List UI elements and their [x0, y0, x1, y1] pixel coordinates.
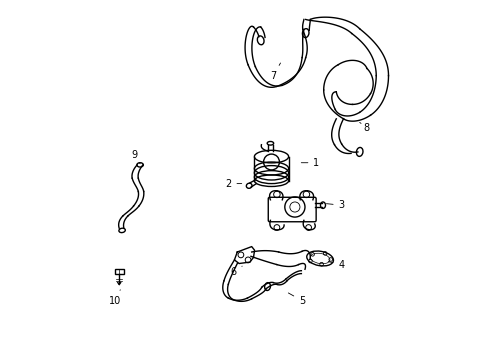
Text: 1: 1	[301, 158, 319, 168]
Text: 7: 7	[270, 63, 280, 81]
Text: 8: 8	[359, 122, 369, 133]
Text: 10: 10	[108, 290, 121, 306]
Text: 6: 6	[230, 266, 242, 277]
Text: 2: 2	[224, 179, 241, 189]
Text: 4: 4	[327, 260, 344, 270]
Text: 3: 3	[326, 200, 344, 210]
Text: 5: 5	[288, 293, 305, 306]
Text: 9: 9	[131, 150, 140, 164]
